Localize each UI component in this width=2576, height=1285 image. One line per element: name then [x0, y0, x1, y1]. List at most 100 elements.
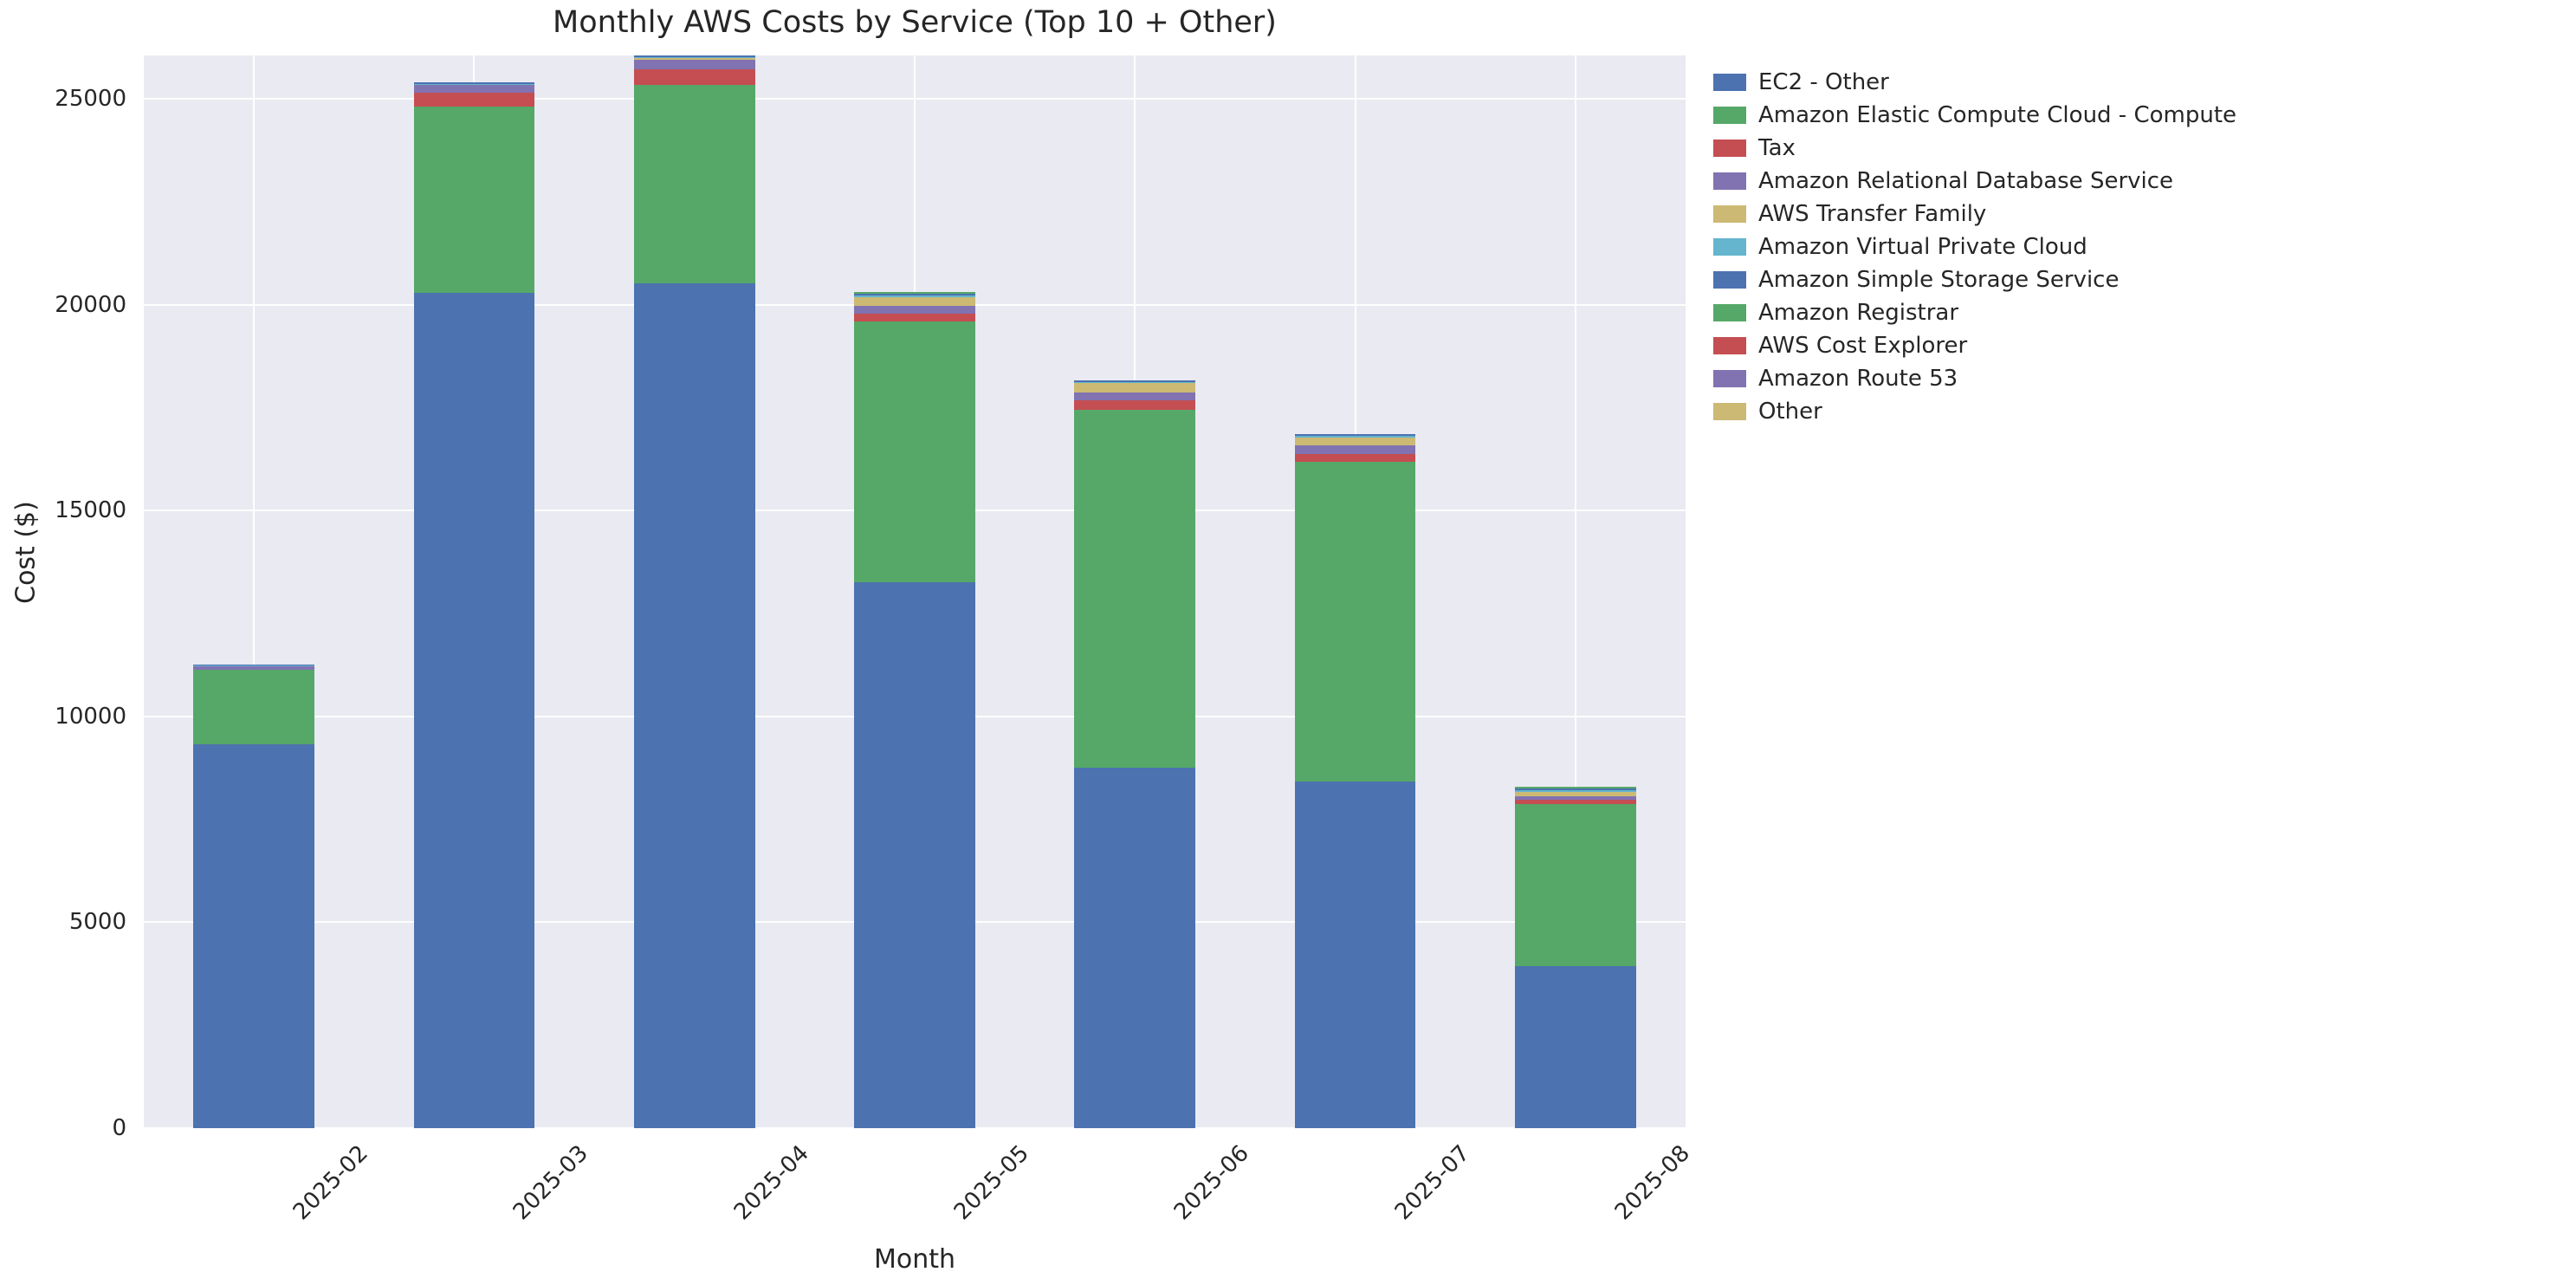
bar-segment[interactable]	[633, 60, 755, 69]
bar-segment[interactable]	[1074, 382, 1196, 384]
legend-label: Amazon Registrar	[1758, 300, 1959, 326]
bar-group[interactable]	[1294, 55, 1416, 1128]
bar-segment[interactable]	[1514, 786, 1636, 789]
bar-group[interactable]	[193, 55, 315, 1128]
y-tick-label: 20000	[55, 291, 126, 318]
bar-segment[interactable]	[1294, 436, 1416, 438]
legend-swatch-icon	[1713, 205, 1746, 223]
legend-item[interactable]: Tax	[1713, 132, 2545, 165]
y-tick-label: 0	[112, 1115, 126, 1141]
bar-segment[interactable]	[1074, 383, 1196, 393]
bar-segment[interactable]	[413, 292, 535, 1128]
legend-item[interactable]: Amazon Route 53	[1713, 362, 2545, 395]
bar-segment[interactable]	[413, 92, 535, 107]
bar-segment[interactable]	[413, 106, 535, 293]
legend-label: AWS Transfer Family	[1758, 201, 1987, 227]
legend-label: Amazon Elastic Compute Cloud - Compute	[1758, 102, 2237, 128]
legend-label: Other	[1758, 399, 1822, 425]
legend-swatch-icon	[1713, 238, 1746, 256]
legend-swatch-icon	[1713, 107, 1746, 124]
bar-segment[interactable]	[854, 581, 975, 1128]
plot-area	[144, 55, 1686, 1129]
bar-segment[interactable]	[854, 305, 975, 314]
y-tick-label: 15000	[55, 497, 126, 524]
legend-item[interactable]: Other	[1713, 395, 2545, 428]
legend-label: Amazon Route 53	[1758, 366, 1958, 392]
legend-swatch-icon	[1713, 271, 1746, 289]
bar-segment[interactable]	[1514, 790, 1636, 793]
x-tick-label: 2025-02	[288, 1140, 373, 1226]
bar-segment[interactable]	[1074, 380, 1196, 383]
legend-item[interactable]: AWS Transfer Family	[1713, 198, 2545, 230]
bar-segment[interactable]	[633, 282, 755, 1128]
bar-segment[interactable]	[633, 84, 755, 283]
x-gridline	[1574, 55, 1576, 1128]
legend-label: Amazon Virtual Private Cloud	[1758, 234, 2087, 260]
bar-segment[interactable]	[633, 68, 755, 85]
bar-segment[interactable]	[633, 57, 755, 61]
bar-segment[interactable]	[1514, 789, 1636, 791]
chart-title: Monthly AWS Costs by Service (Top 10 + O…	[553, 5, 1277, 40]
bar-segment[interactable]	[1294, 781, 1416, 1128]
bar-segment[interactable]	[193, 669, 315, 745]
bar-segment[interactable]	[1294, 437, 1416, 446]
legend-swatch-icon	[1713, 370, 1746, 387]
x-tick-label: 2025-07	[1389, 1140, 1475, 1226]
bar-segment[interactable]	[854, 313, 975, 322]
bar-segment[interactable]	[633, 55, 755, 57]
bar-segment[interactable]	[193, 744, 315, 1128]
x-tick-label: 2025-08	[1609, 1140, 1695, 1226]
bar-segment[interactable]	[633, 56, 755, 58]
bar-group[interactable]	[413, 55, 535, 1128]
bar-group[interactable]	[854, 55, 975, 1128]
legend-item[interactable]: Amazon Simple Storage Service	[1713, 263, 2545, 296]
legend-swatch-icon	[1713, 172, 1746, 190]
bar-group[interactable]	[1074, 55, 1196, 1128]
legend-item[interactable]: AWS Cost Explorer	[1713, 329, 2545, 362]
legend-item[interactable]: Amazon Virtual Private Cloud	[1713, 230, 2545, 263]
bar-segment[interactable]	[1294, 445, 1416, 454]
x-tick-label: 2025-05	[948, 1140, 1034, 1226]
bar-segment[interactable]	[1074, 409, 1196, 768]
bar-segment[interactable]	[1074, 767, 1196, 1128]
x-tick-label: 2025-03	[508, 1140, 594, 1226]
legend-item[interactable]: Amazon Relational Database Service	[1713, 165, 2545, 198]
legend-swatch-icon	[1713, 403, 1746, 420]
bar-segment[interactable]	[1514, 966, 1636, 1128]
bar-segment[interactable]	[1294, 461, 1416, 782]
bar-segment[interactable]	[1514, 799, 1636, 805]
bar-segment[interactable]	[1294, 453, 1416, 462]
legend-label: AWS Cost Explorer	[1758, 333, 1968, 359]
bar-segment[interactable]	[413, 84, 535, 93]
bar-segment[interactable]	[854, 321, 975, 582]
legend-item[interactable]: EC2 - Other	[1713, 66, 2545, 99]
bar-segment[interactable]	[1514, 804, 1636, 967]
bar-segment[interactable]	[1514, 795, 1636, 800]
bar-group[interactable]	[633, 55, 755, 1128]
bar-segment[interactable]	[1074, 392, 1196, 401]
bar-segment[interactable]	[413, 83, 535, 85]
y-tick-label: 10000	[55, 703, 126, 730]
y-tick-label: 5000	[68, 909, 126, 936]
bar-segment[interactable]	[854, 292, 975, 294]
bar-segment[interactable]	[1514, 792, 1636, 796]
bar-group[interactable]	[1514, 55, 1636, 1128]
y-axis-tick-labels: 0 5000 10000 15000 20000 25000	[0, 55, 126, 1141]
x-gridline	[253, 55, 256, 1128]
legend-item[interactable]: Amazon Registrar	[1713, 296, 2545, 329]
bar-segment[interactable]	[854, 295, 975, 297]
bar-segment[interactable]	[1294, 434, 1416, 437]
chart-legend: EC2 - Other Amazon Elastic Compute Cloud …	[1713, 66, 2545, 428]
legend-label: Amazon Simple Storage Service	[1758, 267, 2120, 293]
legend-swatch-icon	[1713, 74, 1746, 91]
bar-segment[interactable]	[854, 296, 975, 306]
bar-segment[interactable]	[193, 665, 315, 666]
bar-segment[interactable]	[193, 665, 315, 670]
x-axis-title: Month	[873, 1244, 956, 1275]
legend-item[interactable]: Amazon Elastic Compute Cloud - Compute	[1713, 99, 2545, 132]
bar-segment[interactable]	[854, 293, 975, 296]
legend-swatch-icon	[1713, 140, 1746, 157]
bar-segment[interactable]	[413, 81, 535, 84]
bar-segment[interactable]	[1074, 400, 1196, 410]
